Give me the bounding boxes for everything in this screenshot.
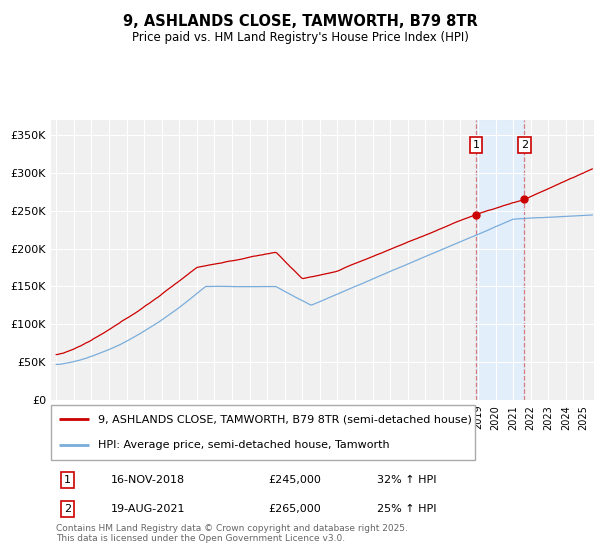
Text: 1: 1 [64,475,71,486]
Text: 9, ASHLANDS CLOSE, TAMWORTH, B79 8TR (semi-detached house): 9, ASHLANDS CLOSE, TAMWORTH, B79 8TR (se… [98,414,472,424]
Text: 32% ↑ HPI: 32% ↑ HPI [377,475,436,486]
Text: 2: 2 [64,504,71,514]
Text: 19-AUG-2021: 19-AUG-2021 [111,504,185,514]
Text: 9, ASHLANDS CLOSE, TAMWORTH, B79 8TR: 9, ASHLANDS CLOSE, TAMWORTH, B79 8TR [122,14,478,29]
Text: Contains HM Land Registry data © Crown copyright and database right 2025.
This d: Contains HM Land Registry data © Crown c… [56,524,409,543]
Text: £245,000: £245,000 [268,475,321,486]
Text: 25% ↑ HPI: 25% ↑ HPI [377,504,436,514]
Text: Price paid vs. HM Land Registry's House Price Index (HPI): Price paid vs. HM Land Registry's House … [131,31,469,44]
Text: HPI: Average price, semi-detached house, Tamworth: HPI: Average price, semi-detached house,… [98,440,389,450]
Text: £265,000: £265,000 [268,504,321,514]
Text: 16-NOV-2018: 16-NOV-2018 [111,475,185,486]
Text: 1: 1 [472,140,479,150]
FancyBboxPatch shape [51,405,475,460]
Bar [476,120,524,400]
Text: 2: 2 [521,140,528,150]
